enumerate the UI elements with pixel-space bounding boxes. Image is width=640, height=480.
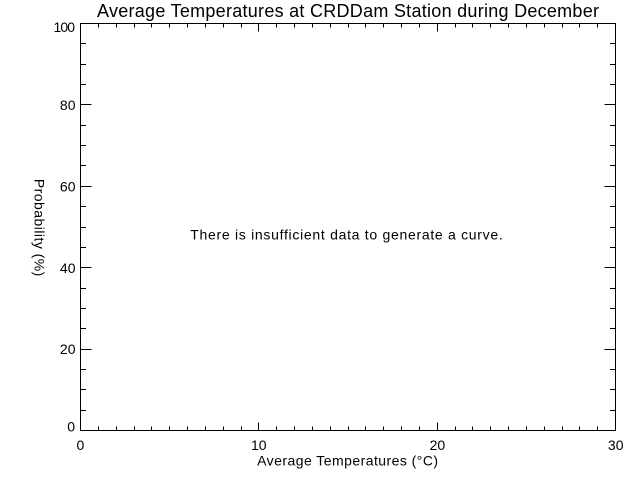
- svg-text:10: 10: [251, 437, 267, 453]
- svg-text:0: 0: [67, 419, 75, 435]
- svg-text:20: 20: [430, 437, 446, 453]
- svg-text:30: 30: [608, 437, 624, 453]
- svg-text:40: 40: [60, 260, 76, 276]
- svg-text:0: 0: [77, 437, 85, 453]
- svg-text:80: 80: [60, 97, 76, 113]
- svg-text:Average Temperatures (°C): Average Temperatures (°C): [257, 452, 438, 468]
- svg-text:60: 60: [60, 179, 76, 195]
- svg-text:20: 20: [60, 341, 76, 357]
- svg-text:100: 100: [54, 19, 76, 35]
- svg-text:Average Temperatures at CRDDam: Average Temperatures at CRDDam Station d…: [97, 1, 599, 21]
- svg-text:There is insufficient data to: There is insufficient data to generate a…: [190, 227, 503, 243]
- svg-text:Probability (%): Probability (%): [32, 179, 48, 277]
